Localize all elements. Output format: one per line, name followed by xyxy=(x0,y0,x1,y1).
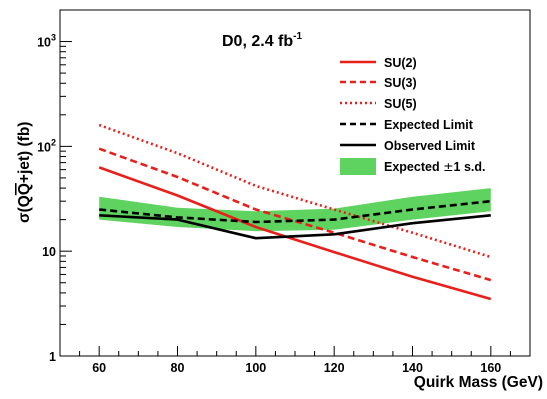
x-axis-title: Quirk Mass (GeV) xyxy=(414,374,543,391)
legend-label-su2: SU(2) xyxy=(384,56,417,70)
y-axis-title: σ(QQ+jet) (fb) xyxy=(16,122,33,223)
y-tick-label: 1 xyxy=(49,350,56,364)
y-tick-label: 102 xyxy=(37,137,56,154)
legend-label-su5: SU(5) xyxy=(384,97,417,111)
series-line-2 xyxy=(98,123,492,259)
y-tick-label: 103 xyxy=(37,33,56,50)
x-tick-label: 100 xyxy=(245,361,266,375)
series-line-0 xyxy=(98,166,492,301)
series-line-1 xyxy=(98,147,492,282)
x-tick-label: 160 xyxy=(480,361,501,375)
legend-swatch-band xyxy=(340,158,376,175)
y-tick-label: 10 xyxy=(42,245,56,259)
series-line-4 xyxy=(99,214,491,240)
x-tick-label: 60 xyxy=(92,361,106,375)
legend: SU(2) SU(3) SU(5) Expected Limit Observe… xyxy=(340,56,486,175)
annotation: D0, 2.4 fb-1 xyxy=(222,31,302,50)
x-tick-label: 120 xyxy=(324,361,345,375)
x-tick-label: 80 xyxy=(171,361,185,375)
legend-label-expected: Expected Limit xyxy=(384,118,474,132)
band-expected-1sd xyxy=(99,188,491,232)
legend-label-band: Expected ±1 s.d. xyxy=(384,159,486,174)
x-tick-label: 140 xyxy=(402,361,423,375)
legend-label-observed: Observed Limit xyxy=(384,139,476,153)
legend-label-su3: SU(3) xyxy=(384,76,417,90)
